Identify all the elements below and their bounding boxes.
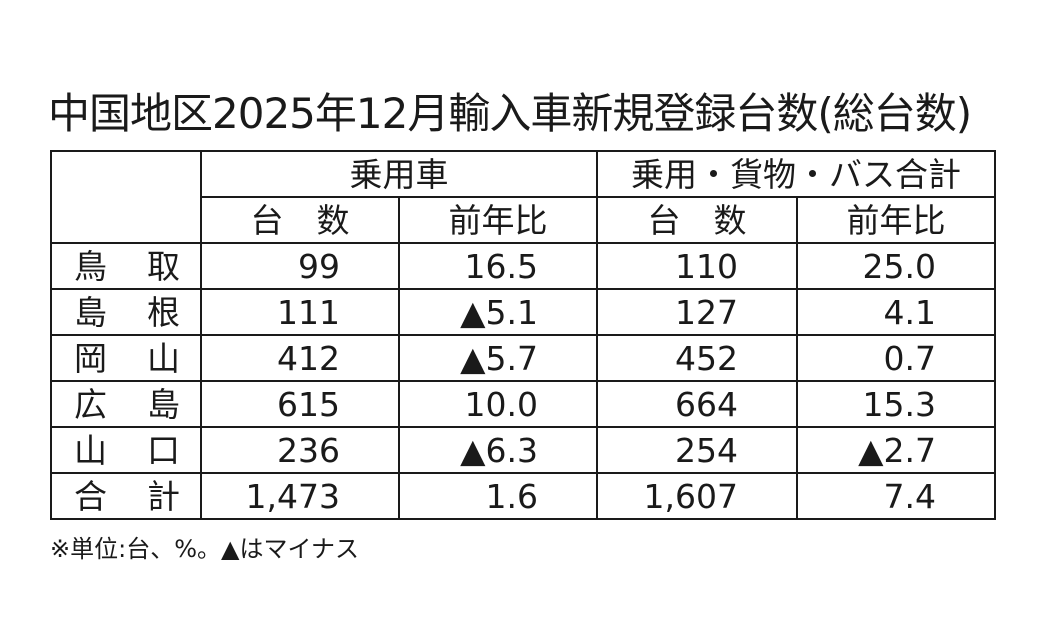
- sub-header-car-count: 台 数: [200, 196, 400, 244]
- car-count-cell: 111: [200, 288, 400, 336]
- total-count-cell: 452: [596, 334, 798, 382]
- unit-note: ※単位:台、%。▲はマイナス: [50, 535, 359, 563]
- total-yoy-cell: 4.1: [796, 288, 996, 336]
- car-yoy-cell: ▲5.7: [398, 334, 598, 382]
- row-name: 広島: [50, 380, 202, 428]
- total-row: 合計 1,473 1.6 1,607 7.4: [50, 472, 996, 520]
- row-name: 合計: [50, 472, 202, 520]
- car-yoy-cell: 1.6: [398, 472, 598, 520]
- total-yoy-cell: 7.4: [796, 472, 996, 520]
- page-title: 中国地区2025年12月輸入車新規登録台数(総台数): [48, 89, 972, 138]
- total-count-cell: 127: [596, 288, 798, 336]
- group-header-total: 乗用・貨物・バス合計: [596, 150, 996, 198]
- table-row: 島根 111 ▲5.1 127 4.1: [50, 288, 996, 336]
- total-yoy-cell: 0.7: [796, 334, 996, 382]
- corner-cell: [50, 150, 202, 244]
- sub-header-car-yoy: 前年比: [398, 196, 598, 244]
- total-count-cell: 254: [596, 426, 798, 474]
- car-count-cell: 99: [200, 242, 400, 290]
- car-yoy-cell: ▲6.3: [398, 426, 598, 474]
- group-header-passenger: 乗用車: [200, 150, 598, 198]
- table-row: 岡山 412 ▲5.7 452 0.7: [50, 334, 996, 382]
- car-yoy-cell: 16.5: [398, 242, 598, 290]
- sub-header-row: 台 数 前年比 台 数 前年比: [51, 196, 996, 244]
- sub-header-total-count: 台 数: [596, 196, 798, 244]
- row-name: 鳥取: [50, 242, 202, 290]
- total-yoy-cell: 25.0: [796, 242, 996, 290]
- car-count-cell: 1,473: [200, 472, 400, 520]
- total-count-cell: 1,607: [596, 472, 798, 520]
- row-name: 島根: [50, 288, 202, 336]
- table-row: 広島 615 10.0 664 15.3: [50, 380, 996, 428]
- car-count-cell: 412: [200, 334, 400, 382]
- car-yoy-cell: 10.0: [398, 380, 598, 428]
- total-yoy-cell: 15.3: [796, 380, 996, 428]
- car-count-cell: 236: [200, 426, 400, 474]
- total-count-cell: 110: [596, 242, 798, 290]
- car-yoy-cell: ▲5.1: [398, 288, 598, 336]
- total-yoy-cell: ▲2.7: [796, 426, 996, 474]
- sub-header-total-yoy: 前年比: [796, 196, 996, 244]
- car-count-cell: 615: [200, 380, 400, 428]
- total-count-cell: 664: [596, 380, 798, 428]
- table-row: 山口 236 ▲6.3 254 ▲2.7: [50, 426, 996, 474]
- group-header-row: 乗用車 乗用・貨物・バス合計: [50, 150, 996, 244]
- registration-table: 乗用車 乗用・貨物・バス合計 台 数 前年比 台 数 前年比 鳥取 99 16.…: [50, 150, 996, 520]
- row-name: 岡山: [50, 334, 202, 382]
- row-name: 山口: [50, 426, 202, 474]
- table-row: 鳥取 99 16.5 110 25.0: [50, 242, 996, 290]
